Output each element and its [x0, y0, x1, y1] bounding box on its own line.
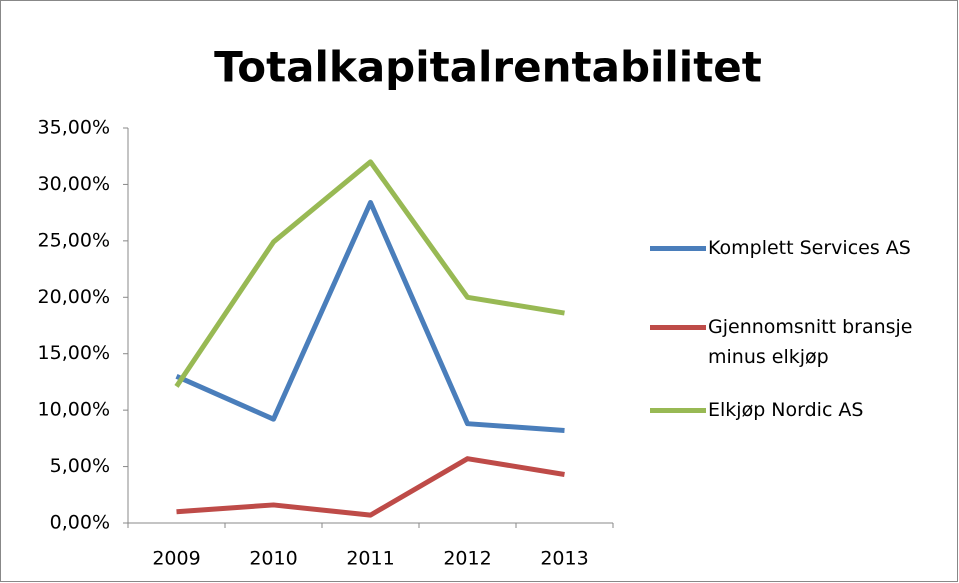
- series-line: [176, 456, 565, 518]
- y-tick-label: 30,00%: [38, 173, 110, 195]
- legend-item: Komplett Services AS: [650, 233, 948, 263]
- legend-label: Gjennomsnitt bransje minus elkjøp: [708, 316, 913, 368]
- series-line: [175, 199, 565, 433]
- y-tick-label: 20,00%: [38, 286, 110, 308]
- y-tick-label: 10,00%: [38, 399, 110, 421]
- x-tick-label: 2009: [152, 548, 200, 570]
- y-tick-label: 25,00%: [38, 229, 110, 251]
- chart-title: Totalkapitalrentabilitet: [214, 43, 762, 92]
- legend-label: Komplett Services AS: [708, 237, 911, 259]
- y-tick-label: 15,00%: [38, 342, 110, 364]
- legend-item: Elkjøp Nordic AS: [650, 395, 948, 425]
- x-tick-label: 2012: [443, 548, 491, 570]
- series-line: [174, 159, 565, 388]
- legend-swatch: [650, 408, 706, 413]
- legend-item: Gjennomsnitt bransje minus elkjøp: [650, 312, 948, 372]
- legend-label: Elkjøp Nordic AS: [708, 399, 864, 421]
- x-tick-label: 2010: [249, 548, 297, 570]
- y-tick-label: 5,00%: [50, 455, 110, 477]
- legend-swatch: [650, 325, 706, 330]
- x-tick-label: 2011: [346, 548, 394, 570]
- legend-swatch: [650, 246, 706, 251]
- x-tick-label: 2013: [540, 548, 588, 570]
- y-tick-label: 0,00%: [50, 512, 110, 534]
- y-tick-label: 35,00%: [38, 117, 110, 139]
